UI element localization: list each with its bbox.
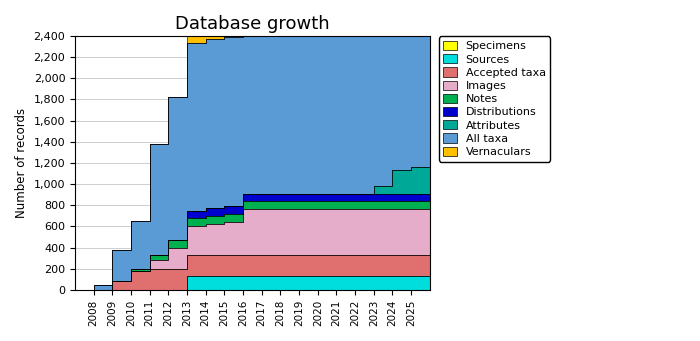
- Y-axis label: Number of records: Number of records: [15, 108, 28, 218]
- Title: Database growth: Database growth: [175, 15, 330, 33]
- Legend: Specimens, Sources, Accepted taxa, Images, Notes, Distributions, Attributes, All: Specimens, Sources, Accepted taxa, Image…: [439, 36, 550, 162]
